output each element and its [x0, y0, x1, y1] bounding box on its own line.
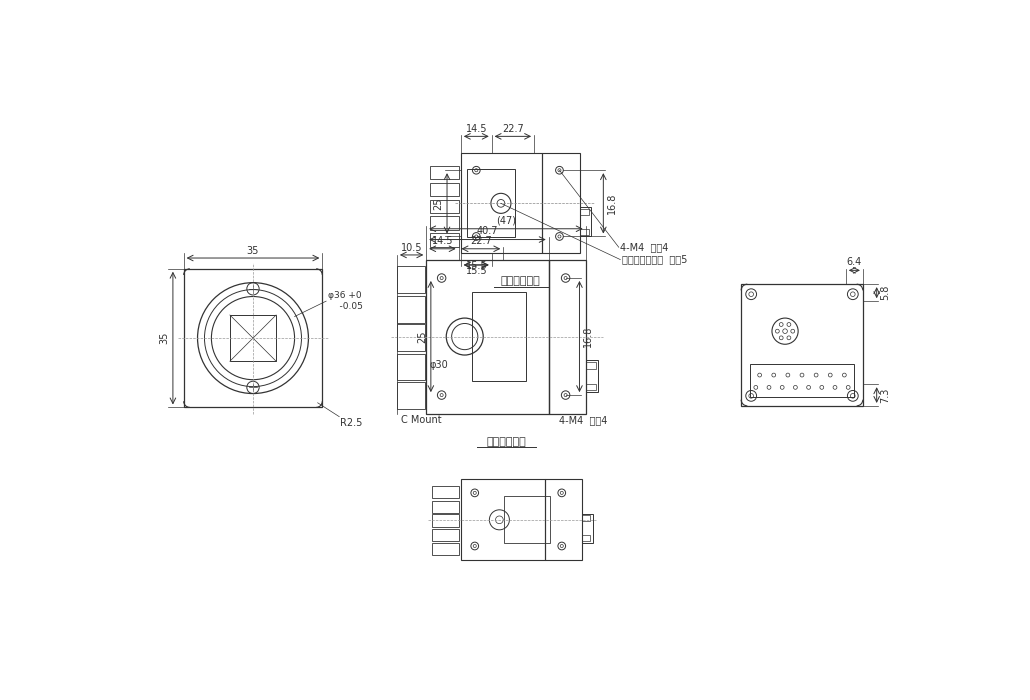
Bar — [431, 183, 459, 197]
Text: 22.7: 22.7 — [470, 237, 491, 246]
Bar — [397, 267, 424, 293]
Bar — [460, 479, 545, 560]
Text: 15.5: 15.5 — [466, 267, 487, 276]
Text: 14.5: 14.5 — [466, 124, 487, 134]
Bar — [431, 233, 459, 247]
Bar — [580, 209, 589, 215]
Bar — [397, 354, 424, 381]
Bar — [586, 384, 595, 391]
Text: 対面同一形状: 対面同一形状 — [501, 276, 541, 286]
Text: 14.5: 14.5 — [432, 237, 453, 246]
Bar — [751, 364, 854, 397]
Text: 7.3: 7.3 — [881, 387, 891, 402]
Bar — [582, 536, 590, 541]
Text: 4-M4  深さ4: 4-M4 深さ4 — [620, 242, 668, 252]
Text: 10.5: 10.5 — [401, 243, 422, 253]
Bar — [586, 360, 598, 392]
Bar — [582, 515, 590, 522]
Text: 対面同一形状: 対面同一形状 — [486, 437, 526, 447]
Text: (47): (47) — [495, 216, 516, 225]
Bar — [431, 199, 459, 213]
Bar — [432, 486, 459, 498]
Text: 35: 35 — [247, 246, 260, 256]
Bar — [473, 292, 526, 382]
Text: 25: 25 — [434, 197, 443, 209]
Bar — [549, 260, 586, 414]
Bar — [431, 166, 459, 179]
Text: 5.8: 5.8 — [881, 285, 891, 300]
Bar — [432, 500, 459, 513]
Text: 25: 25 — [417, 330, 427, 343]
Bar — [460, 153, 542, 253]
Bar — [230, 315, 276, 361]
Bar — [397, 382, 424, 409]
Bar — [432, 514, 459, 526]
Bar — [582, 514, 592, 543]
Bar — [431, 216, 459, 230]
Text: φ36 +0
    -0.05: φ36 +0 -0.05 — [328, 291, 363, 311]
Bar — [397, 324, 424, 351]
Text: 22.7: 22.7 — [502, 124, 523, 134]
Text: 4-M4  深さ4: 4-M4 深さ4 — [558, 415, 607, 425]
Bar — [426, 260, 549, 414]
Text: C Mount: C Mount — [401, 415, 442, 425]
Text: 16.8: 16.8 — [583, 326, 593, 347]
Bar — [542, 153, 580, 253]
Text: 15.5: 15.5 — [466, 261, 487, 271]
Bar — [467, 169, 515, 237]
Bar — [432, 529, 459, 541]
Text: カメラ三脚ネジ  深さ5: カメラ三脚ネジ 深さ5 — [622, 255, 687, 265]
Bar — [432, 543, 459, 555]
Bar — [504, 496, 550, 543]
Bar — [580, 229, 589, 235]
Bar — [580, 207, 591, 237]
Text: φ30: φ30 — [430, 360, 448, 370]
Bar — [183, 269, 322, 407]
Bar — [586, 362, 595, 369]
Text: R2.5: R2.5 — [340, 418, 363, 428]
Bar — [742, 284, 863, 406]
Text: 16.8: 16.8 — [607, 193, 617, 214]
Bar — [397, 295, 424, 323]
Bar — [545, 479, 582, 560]
Text: 6.4: 6.4 — [847, 258, 862, 267]
Text: 35: 35 — [159, 332, 169, 344]
Text: 40.7: 40.7 — [477, 227, 499, 237]
